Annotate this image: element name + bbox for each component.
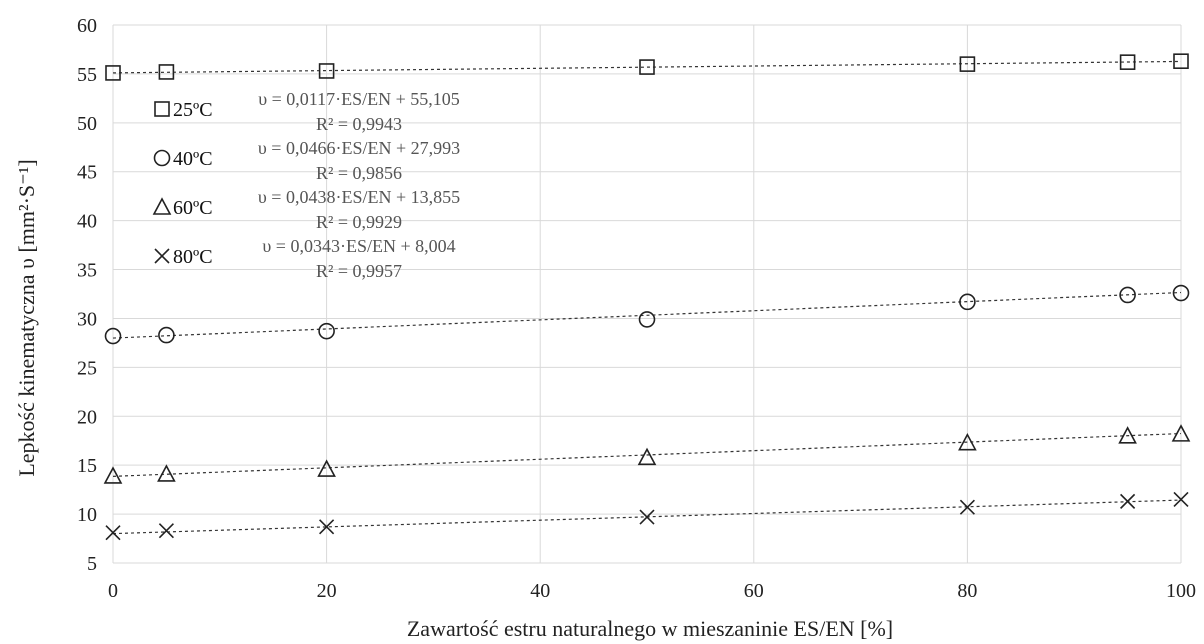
legend-label: 60ºC — [173, 197, 213, 219]
legend-marker-x — [154, 248, 170, 264]
legend-label: 80ºC — [173, 246, 213, 268]
x-stroke — [1173, 491, 1189, 507]
y-tick-label: 45 — [77, 162, 97, 184]
legend: 25ºC υ = 0,0117·ES/EN + 55,105 R² = 0,9943… — [152, 89, 460, 281]
y-tick-label: 15 — [77, 455, 97, 477]
y-tick-label: 25 — [77, 357, 97, 379]
y-tick-label: 55 — [77, 64, 97, 86]
r-squared: R² = 0,9957 — [316, 261, 402, 281]
data-point-square — [1119, 54, 1136, 70]
trend-equation: υ = 0,0117·ES/EN + 55,105 — [258, 89, 460, 109]
x-tick-label: 80 — [957, 580, 977, 602]
y-tick-label: 10 — [77, 504, 97, 526]
x-stroke — [319, 519, 335, 535]
trendline-triangle — [112, 432, 1182, 477]
r-squared: R² = 0,9856 — [316, 163, 402, 183]
data-point-square — [1173, 53, 1189, 69]
data-point-square — [318, 63, 335, 79]
y-axis-title: Lepkość kinematyczna υ [mm²·S⁻¹] — [14, 159, 39, 476]
trendline-circle — [112, 291, 1182, 339]
legend-marker-square — [154, 101, 170, 117]
y-tick-label: 5 — [87, 553, 97, 575]
data-point-x — [105, 525, 121, 541]
y-tick-label: 20 — [77, 406, 97, 428]
data-point-x — [639, 509, 655, 525]
x-tick-label: 40 — [530, 580, 550, 602]
x-tick-label: 60 — [744, 580, 764, 602]
data-point-x — [319, 519, 335, 535]
data-point-square — [959, 56, 976, 72]
y-tick-label: 60 — [77, 15, 97, 37]
data-point-triangle — [958, 432, 977, 451]
trend-equation: υ = 0,0343·ES/EN + 8,004 — [262, 236, 455, 256]
y-tick-label: 50 — [77, 113, 97, 135]
data-point-triangle — [1171, 424, 1191, 442]
x-stroke — [639, 509, 655, 525]
legend-label: 40ºC — [173, 148, 213, 170]
r-squared: R² = 0,9929 — [316, 212, 402, 232]
data-point-circle — [104, 327, 122, 345]
x-tick-label: 100 — [1166, 580, 1196, 602]
x-stroke — [154, 248, 170, 264]
data-point-triangle — [103, 466, 123, 484]
y-tick-label: 40 — [77, 211, 97, 233]
trend-equation: υ = 0,0438·ES/EN + 13,855 — [258, 187, 460, 207]
data-point-circle — [638, 311, 656, 328]
data-point-triangle — [157, 464, 176, 482]
x-axis-title: Zawartość estru naturalnego w mieszanini… — [407, 616, 893, 641]
tick-labels: 5 10 15 20 25 30 35 40 45 50 55 60 0 20 40 60 80 100 — [77, 15, 1196, 602]
data-point-triangle — [317, 459, 336, 477]
legend-label: 25ºC — [173, 99, 213, 121]
data-point-square — [105, 65, 121, 81]
grid — [112, 24, 1182, 564]
x-tick-label: 0 — [108, 580, 118, 602]
data-point-circle — [318, 322, 335, 340]
x-stroke — [1120, 493, 1136, 509]
trend-lines — [112, 60, 1182, 535]
y-tick-label: 35 — [77, 260, 97, 282]
legend-marker-triangle — [152, 197, 172, 215]
data-point-circle — [959, 293, 976, 311]
data-point-x — [158, 523, 174, 539]
data-point-square — [158, 64, 175, 80]
y-tick-label: 30 — [77, 308, 97, 330]
data-point-triangle — [637, 447, 657, 466]
data-point-circle — [1172, 284, 1190, 302]
x-stroke — [105, 525, 121, 541]
data-point-triangle — [1118, 426, 1137, 444]
data-point-x — [1120, 493, 1136, 509]
data-markers — [103, 53, 1191, 541]
legend-marker-circle — [153, 149, 171, 167]
x-stroke — [959, 499, 975, 515]
data-point-circle — [158, 326, 175, 344]
data-point-x — [1173, 491, 1189, 507]
data-point-square — [639, 59, 655, 75]
x-tick-label: 20 — [317, 580, 337, 602]
data-point-x — [959, 499, 975, 515]
trend-equation: υ = 0,0466·ES/EN + 27,993 — [258, 138, 460, 158]
trendline-square — [112, 60, 1182, 74]
data-point-circle — [1119, 286, 1136, 304]
x-stroke — [158, 523, 174, 539]
r-squared: R² = 0,9943 — [316, 114, 402, 134]
